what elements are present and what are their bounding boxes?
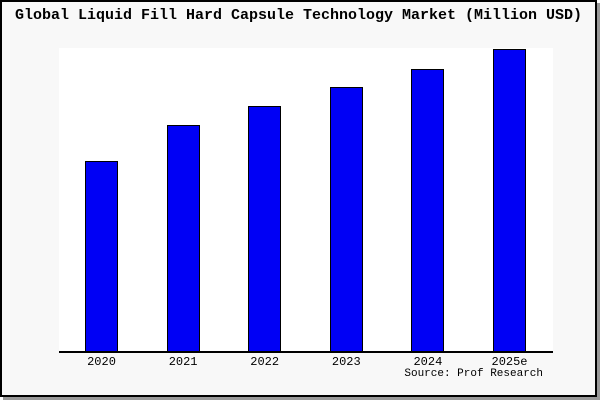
x-tick-label-2022: 2022: [250, 355, 280, 369]
source-label: Source: Prof Research: [404, 368, 543, 380]
x-tick-label-2020: 2020: [87, 355, 116, 369]
x-tick-label-2021: 2021: [168, 355, 198, 369]
bar-2023: [329, 87, 363, 351]
bar-2021: [166, 125, 200, 351]
x-tick-label-2025e: 2025e: [491, 355, 528, 369]
x-tick-label-2024: 2024: [413, 355, 443, 369]
bar-2020: [85, 161, 118, 351]
bar-2024: [411, 69, 445, 351]
x-axis-labels: 2020 2021 2022 2023 2024 2025e: [59, 355, 553, 371]
bar-2025e: [493, 49, 526, 351]
plot-area: [59, 48, 553, 353]
chart-title: Global Liquid Fill Hard Capsule Technolo…: [14, 7, 583, 24]
bar-2022: [248, 106, 282, 351]
x-tick-label-2023: 2023: [331, 355, 361, 369]
